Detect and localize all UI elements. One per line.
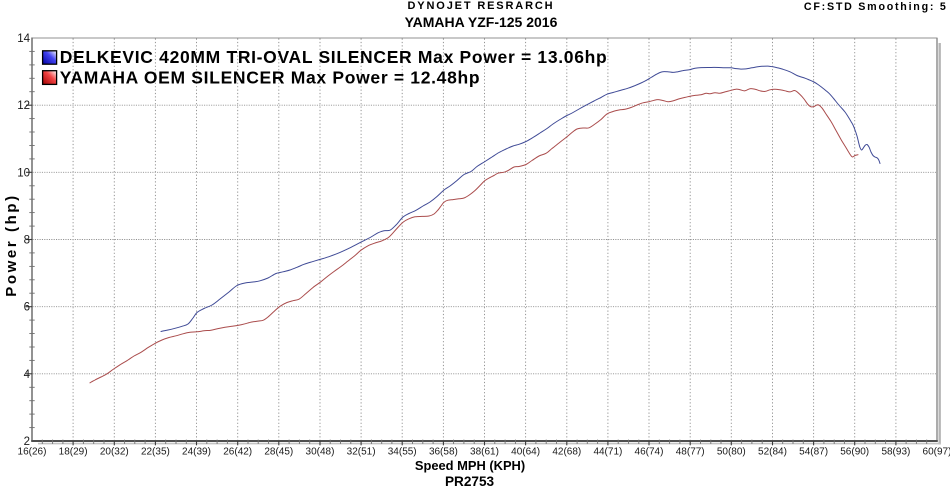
svg-text:Speed MPH (KPH): Speed MPH (KPH) xyxy=(415,458,525,473)
svg-text:DYNOJET RESRARCH: DYNOJET RESRARCH xyxy=(408,0,555,12)
svg-text:48(77): 48(77) xyxy=(676,446,705,457)
svg-text:32(51): 32(51) xyxy=(347,446,376,457)
svg-text:30(48): 30(48) xyxy=(306,446,335,457)
svg-text:YAMAHA YZF-125 2016: YAMAHA YZF-125 2016 xyxy=(405,14,558,30)
svg-text:10: 10 xyxy=(17,167,30,179)
svg-text:14: 14 xyxy=(17,33,30,45)
svg-text:Power (hp): Power (hp) xyxy=(3,193,20,297)
svg-text:36(58): 36(58) xyxy=(429,446,458,457)
svg-text:38(61): 38(61) xyxy=(470,446,499,457)
svg-text:34(55): 34(55) xyxy=(388,446,417,457)
svg-text:8: 8 xyxy=(24,235,30,247)
svg-text:28(45): 28(45) xyxy=(264,446,293,457)
svg-text:22(35): 22(35) xyxy=(141,446,170,457)
svg-text:60(97): 60(97) xyxy=(923,446,950,457)
svg-text:YAMAHA OEM SILENCER Max Power: YAMAHA OEM SILENCER Max Power = 12.48hp xyxy=(60,67,481,87)
svg-text:4: 4 xyxy=(24,369,31,381)
svg-text:40(64): 40(64) xyxy=(511,446,540,457)
svg-text:56(90): 56(90) xyxy=(840,446,869,457)
svg-text:24(39): 24(39) xyxy=(182,446,211,457)
svg-text:20(32): 20(32) xyxy=(100,446,129,457)
svg-text:PR2753: PR2753 xyxy=(445,474,495,487)
svg-text:50(80): 50(80) xyxy=(717,446,746,457)
svg-text:DELKEVIC 420MM TRI-OVAL SILENC: DELKEVIC 420MM TRI-OVAL SILENCER Max Pow… xyxy=(60,47,608,67)
svg-text:58(93): 58(93) xyxy=(881,446,910,457)
svg-text:44(71): 44(71) xyxy=(593,446,622,457)
svg-text:CF:STD Smoothing: 5: CF:STD Smoothing: 5 xyxy=(804,1,948,13)
svg-text:52(84): 52(84) xyxy=(758,446,787,457)
svg-text:6: 6 xyxy=(24,302,30,314)
svg-text:26(42): 26(42) xyxy=(223,446,252,457)
svg-text:42(68): 42(68) xyxy=(552,446,581,457)
svg-text:18(29): 18(29) xyxy=(59,446,88,457)
svg-text:12: 12 xyxy=(17,100,30,112)
svg-text:16(26): 16(26) xyxy=(18,446,47,457)
svg-text:54(87): 54(87) xyxy=(799,446,828,457)
svg-text:46(74): 46(74) xyxy=(635,446,664,457)
svg-text:2: 2 xyxy=(24,436,30,448)
